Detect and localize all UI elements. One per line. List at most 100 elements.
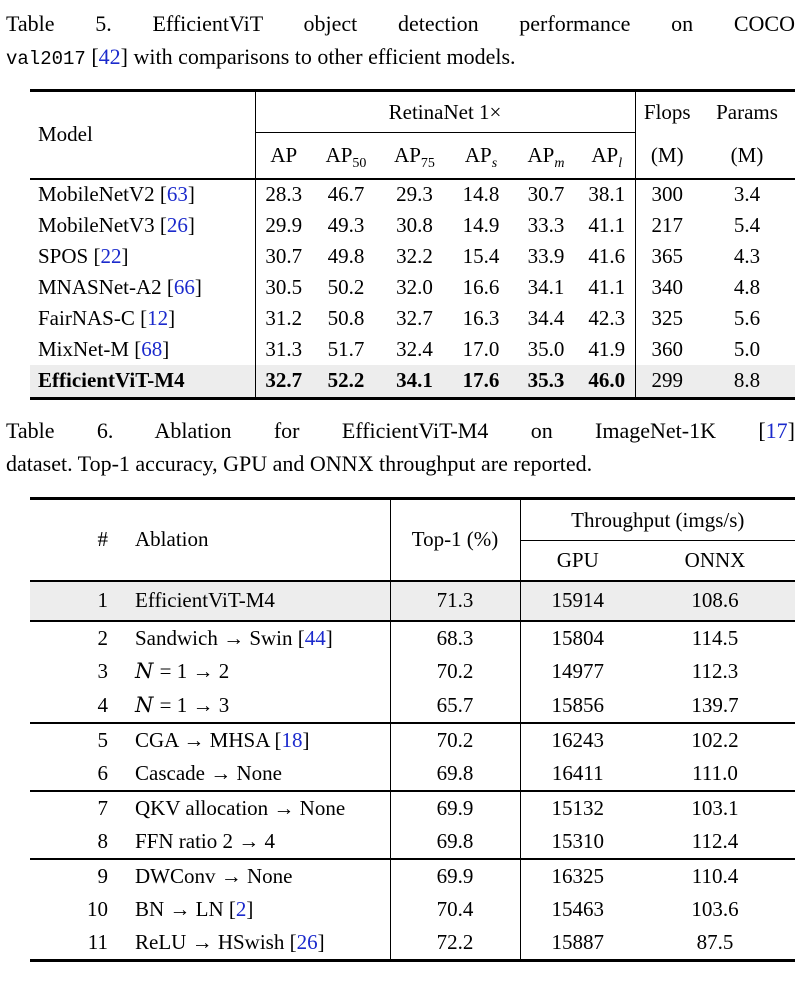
caption-line: Table 6. Ablation for EfficientViT-M4 on… (6, 414, 795, 447)
row-number-cell: 2 (30, 619, 118, 655)
table-row: MNASNet-A2 [66] 30.5 50.2 32.0 16.6 34.1 41.1 3… (30, 271, 795, 303)
text-segment: FFN ratio 2 → 4 (135, 828, 276, 853)
row-number-cell: 4 (97, 692, 109, 717)
ap-value-cell: 34.1 (396, 368, 433, 393)
ap-value-cell: 29.3 (396, 182, 433, 206)
ap-value-cell: 14.8 (462, 182, 500, 206)
citation-link[interactable]: 63 (166, 182, 188, 206)
onnx-throughput-cell: 111.0 (692, 760, 738, 785)
ablation-table: # Ablation Top-1 (%) Throughput (imgs/s)… (30, 497, 795, 962)
citation-link[interactable]: 68 (141, 336, 163, 361)
model-cell: FairNAS-C [12] (30, 303, 255, 334)
ap-value-cell: 17.6 (462, 368, 500, 393)
ap-value-cell: 38.1 (588, 182, 626, 206)
ap-value-cell: 29.9 (254, 209, 312, 241)
ap-value-cell: 30.7 (254, 240, 312, 272)
ap-value-cell: 32.7 (254, 364, 312, 399)
citation-link[interactable]: 18 (281, 727, 303, 752)
table-row: EfficientViT-M4 32.7 52.2 34.1 17.6 35.3 46.0 2… (30, 364, 796, 399)
onnx-column-header: ONNX (635, 540, 795, 582)
ap-value-cell: 16.3 (462, 305, 500, 330)
params-column-header: Params (716, 99, 778, 124)
ap-value-cell: 50.8 (327, 305, 365, 330)
ablation-cell: BN → LN [2] (118, 893, 390, 927)
ap-subscript: l (618, 155, 623, 171)
table-row: 5 CGA → MHSA [18] 70.2 16243 102.2 (30, 721, 795, 757)
gpu-throughput-cell: 15804 (519, 619, 635, 655)
onnx-throughput-cell: 114.5 (635, 619, 795, 655)
row-number-cell: 1 (97, 588, 109, 612)
ap-value-cell: 42.3 (588, 305, 626, 330)
ap-value-cell: 15.4 (462, 243, 500, 268)
citation-link[interactable]: 2 (235, 897, 247, 921)
citation-link[interactable]: 22 (100, 243, 122, 268)
model-cell: EfficientViT-M4 (30, 365, 255, 399)
citation-link[interactable]: 26 (166, 212, 188, 237)
ap-column-header: APs (449, 132, 513, 180)
text-segment: ReLU → HSwish (135, 930, 290, 955)
top1-cell: 72.2 (389, 926, 520, 961)
ap-value-cell: 35.0 (527, 336, 565, 361)
citation: [22] (93, 243, 129, 268)
text-segment: MixNet-M (38, 336, 135, 361)
text-segment: QKV allocation → None (135, 795, 346, 820)
ap-value-cell: 41.6 (588, 243, 626, 268)
citation-link[interactable]: 12 (147, 305, 169, 330)
table5-header-row-2: AP AP50 AP75 APs APm APl (M) (M) (30, 132, 796, 180)
row-number-cell: 5 (30, 721, 118, 757)
ap-value-cell: 30.7 (527, 182, 565, 206)
top1-cell: 69.8 (389, 756, 520, 791)
row-number-cell: 11 (87, 930, 108, 955)
ap-value-cell: 17.0 (462, 336, 500, 361)
caption-line: Table 5. EfficientViT object detection p… (6, 7, 795, 40)
citation-link[interactable]: 42 (98, 44, 121, 69)
row-number-cell: 8 (97, 828, 109, 853)
ablation-cell: Cascade → None (118, 757, 390, 791)
top1-cell: 70.4 (389, 892, 520, 927)
ap-value-cell: 34.1 (527, 274, 565, 299)
row-number-cell: 6 (97, 760, 109, 785)
gpu-column-header: GPU (519, 540, 635, 582)
ap-column-header: APl (579, 132, 636, 180)
gpu-throughput-cell: 15856 (519, 688, 635, 723)
citation: [17] (758, 418, 795, 443)
ap-subscript: s (491, 155, 498, 171)
model-cell: MixNet-M [68] (30, 334, 255, 365)
ap-value-cell: 32.4 (396, 336, 433, 361)
flops-unit-header: (M) (634, 132, 700, 180)
math-symbol: N (135, 692, 154, 717)
ap-value-cell: 52.2 (327, 368, 365, 393)
text-segment: FairNAS-C (38, 305, 141, 330)
ap-value-cell: 32.0 (396, 274, 433, 299)
ap-value-cell: 30.8 (396, 212, 433, 237)
text-segment: Cascade → None (135, 760, 282, 785)
row-number-cell: 3 (97, 659, 109, 683)
citation-link[interactable]: 17 (765, 418, 788, 443)
text-segment: = 1 → 3 (154, 692, 230, 717)
params-cell: 5.6 (733, 305, 761, 330)
params-cell: 4.3 (733, 243, 761, 268)
citation-link[interactable]: 66 (173, 274, 195, 299)
params-cell: 8.8 (733, 368, 761, 393)
text-segment: Table 6. Ablation for EfficientViT-M4 on… (6, 418, 759, 443)
ablation-cell: FFN ratio 2 → 4 (118, 825, 390, 859)
model-cell: MobileNetV2 [63] (30, 179, 255, 210)
table-row: MobileNetV2 [63] 28.3 46.7 29.3 14.8 30.7 38.1… (30, 178, 795, 210)
table-row: 1 EfficientViT-M4 71.3 15914 108.6 (30, 580, 795, 621)
ap-value-cell: 14.9 (462, 212, 500, 237)
citation-link[interactable]: 44 (304, 625, 326, 650)
params-unit-header: (M) (699, 132, 796, 180)
gpu-throughput-cell: 14977 (519, 654, 635, 689)
ap-value-cell: 41.9 (588, 336, 626, 361)
citation: [63] (159, 182, 195, 206)
text-segment: EfficientViT-M4 (38, 368, 185, 393)
ap-value-cell: 50.2 (327, 274, 365, 299)
ablation-cell: DWConv → None (118, 857, 390, 893)
ablation-cell: ReLU → HSwish [26] (118, 927, 390, 961)
top1-cell: 69.9 (389, 789, 520, 825)
table-row: 10 BN → LN [2] 70.4 15463 103.6 (30, 892, 795, 927)
ap-value-cell: 51.7 (327, 336, 365, 361)
citation-link[interactable]: 26 (296, 930, 318, 955)
